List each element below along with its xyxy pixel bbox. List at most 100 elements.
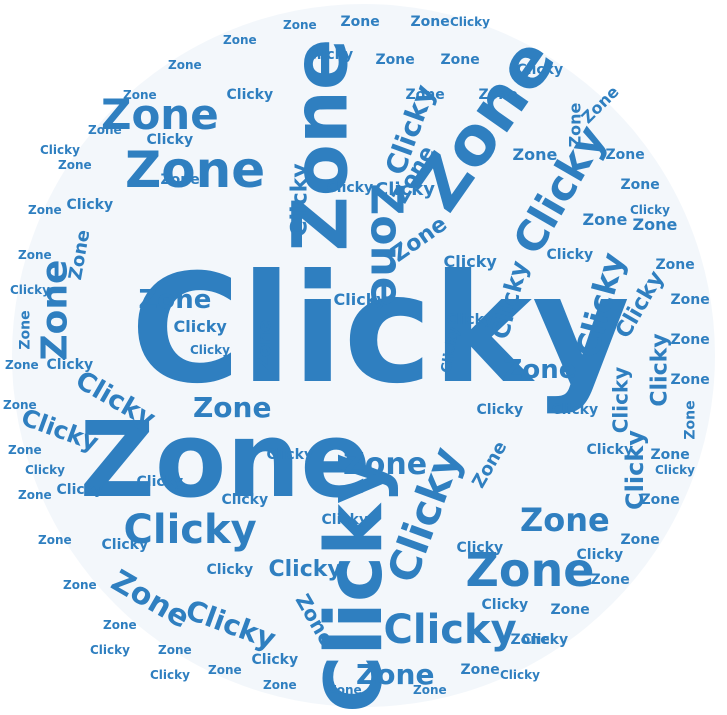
word-clicky: Clicky (123, 507, 257, 553)
word-clicky: Clicky (551, 402, 599, 418)
word-zone: Zone (670, 292, 710, 308)
word-clicky: Clicky (375, 179, 435, 200)
word-zone: Zone (123, 88, 157, 102)
word-clicky: Clicky (607, 366, 632, 434)
word-zone: Zone (670, 332, 710, 348)
word-zone: Zone (632, 215, 678, 234)
word-clicky: Clicky (326, 180, 374, 196)
word-zone: Zone (160, 172, 200, 188)
word-zone: Zone (158, 643, 192, 657)
word-clicky: Clicky (630, 203, 670, 217)
word-zone: Zone (582, 210, 628, 229)
word-zone: Zone (125, 141, 266, 199)
word-clicky: Clicky (306, 47, 354, 63)
word-clicky: Clicky (266, 447, 314, 463)
word-zone: Zone (38, 533, 72, 547)
word-clicky: Clicky (516, 62, 564, 78)
word-zone: Zone (640, 492, 680, 508)
word-clicky: Clicky (150, 668, 190, 682)
cloud-disc-background (12, 4, 715, 707)
word-zone: Zone (79, 399, 371, 521)
word-zone: Zone (3, 398, 37, 412)
word-zone: Zone (208, 663, 242, 677)
word-zone: Zone (590, 572, 630, 588)
word-clicky: Clicky (10, 283, 50, 297)
word-clicky: Clicky (146, 132, 194, 148)
word-zone: Zone (263, 678, 297, 692)
word-zone: Zone (58, 158, 92, 172)
word-zone: Zone (440, 52, 480, 68)
word-zone: Zone (8, 443, 42, 457)
word-zone: Zone (18, 488, 52, 502)
word-clicky: Clicky (586, 442, 634, 458)
word-zone: Zone (520, 501, 610, 539)
word-zone: Zone (650, 447, 690, 463)
word-clicky: Clicky (221, 492, 269, 508)
word-zone: Zone (413, 683, 447, 697)
word-clicky: Clicky (190, 343, 230, 357)
word-zone: Zone (283, 18, 317, 32)
word-clicky: Clicky (136, 474, 184, 490)
word-clicky: Clicky (226, 87, 274, 103)
word-clicky: Clicky (383, 607, 517, 653)
word-clicky: Clicky (251, 652, 299, 668)
word-clicky: Clicky (655, 463, 695, 477)
word-zone: Zone (340, 14, 380, 30)
word-zone: Zone (63, 578, 97, 592)
word-clicky: Clicky (647, 333, 673, 407)
word-clicky: Clicky (456, 540, 504, 556)
word-clicky: Clicky (130, 243, 630, 417)
word-clicky: Clicky (101, 537, 149, 553)
word-clicky: Clicky (40, 143, 80, 157)
word-clicky: Clicky (66, 197, 114, 213)
word-clicky: Clicky (333, 290, 387, 309)
word-zone: Zone (655, 257, 695, 273)
word-zone: Zone (328, 683, 362, 697)
word-clicky: Clicky (25, 463, 65, 477)
word-zone: Zone (670, 372, 710, 388)
word-clicky: Clicky (481, 597, 529, 613)
word-zone: Zone (356, 658, 435, 691)
word-clicky: Clicky (443, 252, 497, 271)
word-zone: Zone (510, 632, 550, 648)
word-zone: Zone (343, 447, 428, 482)
word-zone: Zone (620, 177, 660, 193)
word-zone: Zone (375, 52, 415, 68)
word-clicky: Clicky (446, 312, 494, 328)
word-zone: Zone (103, 618, 137, 632)
word-clicky: Clicky (576, 547, 624, 563)
word-zone: Zone (223, 33, 257, 47)
word-clicky: Clicky (268, 557, 342, 582)
word-clicky: Clicky (56, 482, 104, 498)
word-zone: Zone (193, 391, 272, 424)
word-zone: Zone (168, 58, 202, 72)
word-zone: Zone (410, 14, 450, 30)
word-zone: Zone (138, 285, 212, 315)
word-zone: Zone (682, 400, 699, 440)
word-zone: Zone (254, 319, 276, 371)
word-clicky: Clicky (476, 402, 524, 418)
word-zone: Zone (460, 662, 500, 678)
word-zone: Zone (5, 358, 39, 372)
word-zone: Zone (28, 203, 62, 217)
word-clicky: Clicky (321, 512, 369, 528)
word-zone: Zone (503, 355, 577, 385)
word-zone: Zone (405, 87, 445, 103)
word-zone: Zone (478, 87, 518, 103)
word-zone: Zone (101, 90, 219, 139)
word-clicky: Clicky (287, 163, 313, 237)
word-clicky: Clicky (46, 357, 94, 373)
word-clicky: Clicky (521, 632, 569, 648)
word-zone: Zone (88, 123, 122, 137)
word-zone: Zone (512, 145, 558, 164)
word-clicky: Clicky (173, 317, 227, 336)
word-clicky: Clicky (90, 643, 130, 657)
word-zone: Zone (550, 602, 590, 618)
word-clicky: Clicky (206, 562, 254, 578)
word-clicky: Clicky (450, 15, 490, 29)
word-zone: Zone (18, 248, 52, 262)
word-clicky: Clicky (546, 247, 594, 263)
word-clicky: Clicky (500, 668, 540, 682)
word-zone: Zone (620, 532, 660, 548)
